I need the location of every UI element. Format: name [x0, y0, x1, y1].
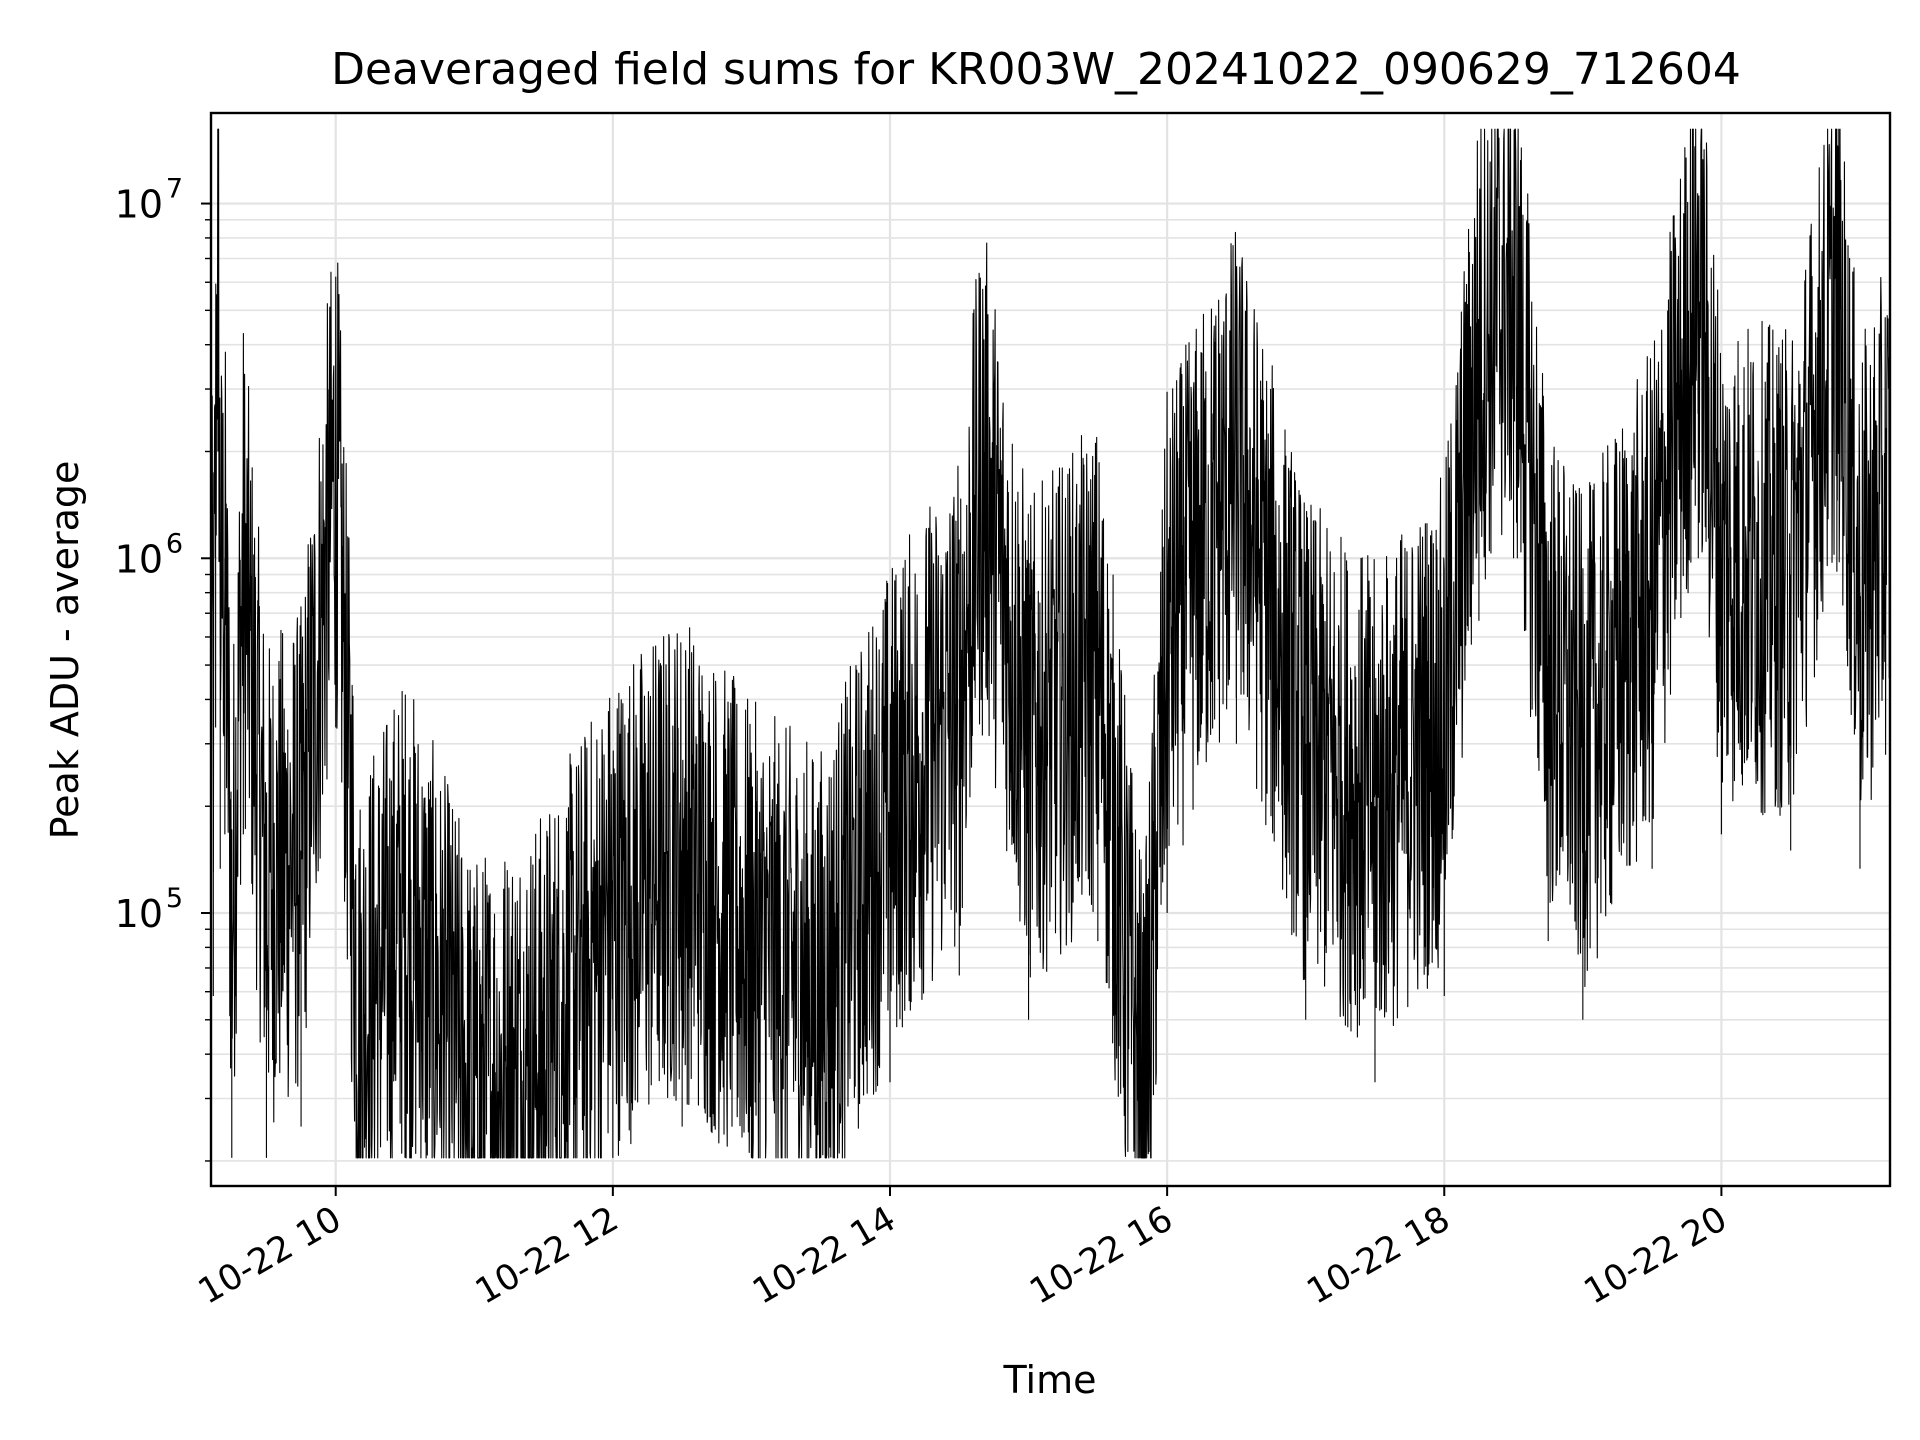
y-axis-label: Peak ADU - average — [43, 461, 87, 840]
y-tick-exponent: 7 — [166, 174, 183, 205]
y-tick-label: 10 — [115, 183, 163, 227]
y-tick-exponent: 6 — [166, 528, 183, 559]
y-tick-label: 10 — [115, 537, 163, 581]
y-tick-label: 10 — [115, 892, 163, 936]
chart-title: Deaveraged field sums for KR003W_2024102… — [331, 44, 1741, 95]
x-axis-label: Time — [1003, 1358, 1097, 1402]
series-line-1 — [210, 128, 1891, 1159]
series-group — [210, 128, 1891, 1159]
y-tick-exponent: 5 — [166, 883, 183, 914]
plot-frame — [209, 111, 1892, 1188]
